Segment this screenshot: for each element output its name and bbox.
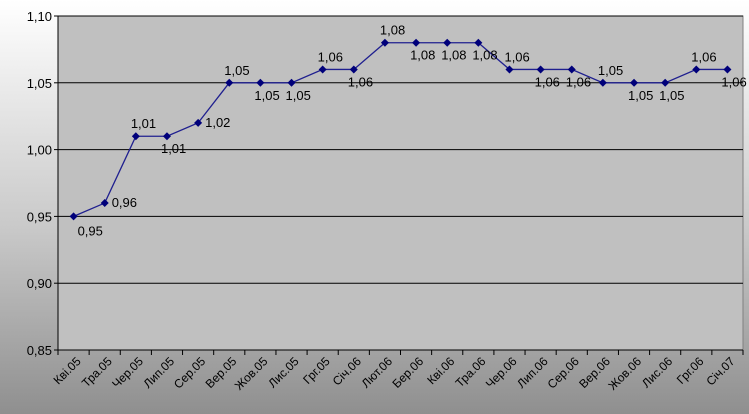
x-tick-label: Кві.06 bbox=[424, 354, 457, 387]
x-tick-label: Лис.05 bbox=[265, 354, 301, 390]
x-tick-label: Січ.06 bbox=[330, 354, 364, 388]
data-label: 0,96 bbox=[112, 195, 137, 210]
data-point bbox=[225, 78, 234, 87]
data-point bbox=[194, 118, 203, 127]
data-label: 0,95 bbox=[78, 223, 103, 238]
data-label: 1,06 bbox=[504, 49, 529, 64]
data-label: 1,05 bbox=[254, 88, 279, 103]
data-point bbox=[380, 38, 389, 47]
x-tick-label: Тра.06 bbox=[453, 354, 489, 390]
data-label: 1,05 bbox=[224, 63, 249, 78]
data-point bbox=[69, 212, 78, 221]
data-label: 1,01 bbox=[161, 141, 186, 156]
x-tick-label: Жов.05 bbox=[232, 354, 271, 393]
x-tick-label: Сер.05 bbox=[171, 354, 208, 391]
data-point bbox=[661, 78, 670, 87]
data-label: 1,08 bbox=[410, 48, 435, 63]
data-point bbox=[131, 132, 140, 141]
y-tick-label: 0,85 bbox=[27, 343, 52, 358]
x-tick-label: Бер.06 bbox=[389, 354, 426, 391]
x-tick-label: Лис.06 bbox=[639, 354, 675, 390]
data-label: 1,06 bbox=[535, 74, 560, 89]
data-point bbox=[598, 78, 607, 87]
x-tick-label: Сер.06 bbox=[545, 354, 582, 391]
y-tick-label: 1,10 bbox=[27, 9, 52, 24]
x-tick-label: Кві.05 bbox=[51, 354, 84, 387]
y-tick-label: 1,00 bbox=[27, 143, 52, 158]
data-label: 1,06 bbox=[721, 74, 746, 89]
x-tick-label: Лип.05 bbox=[140, 354, 177, 391]
x-tick-label: Грг.06 bbox=[674, 354, 707, 387]
x-tick-label: Чер.06 bbox=[483, 354, 520, 391]
data-label: 1,05 bbox=[628, 88, 653, 103]
x-tick-label: Січ.07 bbox=[703, 354, 737, 388]
data-label: 1,08 bbox=[472, 48, 497, 63]
x-tick-label: Тра.05 bbox=[79, 354, 115, 390]
data-label: 1,06 bbox=[348, 74, 373, 89]
data-point bbox=[412, 38, 421, 47]
data-label: 1,06 bbox=[318, 49, 343, 64]
plot-area bbox=[57, 15, 744, 351]
data-label: 1,01 bbox=[131, 116, 156, 131]
data-point bbox=[505, 65, 514, 74]
y-tick-label: 1,05 bbox=[27, 76, 52, 91]
data-point bbox=[443, 38, 452, 47]
x-tick-label: Жов.06 bbox=[605, 354, 644, 393]
data-label: 1,02 bbox=[205, 115, 230, 130]
data-label: 1,05 bbox=[598, 63, 623, 78]
x-tick-label: Лют.06 bbox=[359, 354, 396, 391]
data-label: 1,06 bbox=[566, 74, 591, 89]
data-label: 1,06 bbox=[691, 49, 716, 64]
data-point bbox=[723, 65, 732, 74]
x-tick-label: Грг.05 bbox=[300, 354, 333, 387]
data-label: 1,08 bbox=[441, 48, 466, 63]
data-point bbox=[318, 65, 327, 74]
data-label: 1,08 bbox=[380, 23, 405, 38]
data-point bbox=[349, 65, 358, 74]
data-point bbox=[567, 65, 576, 74]
data-point bbox=[256, 78, 265, 87]
data-point bbox=[287, 78, 296, 87]
data-point bbox=[162, 132, 171, 141]
x-tick-label: Лип.06 bbox=[514, 354, 551, 391]
data-point bbox=[474, 38, 483, 47]
data-label: 1,05 bbox=[286, 88, 311, 103]
y-tick-label: 0,95 bbox=[27, 209, 52, 224]
x-tick-label: Чер.05 bbox=[109, 354, 146, 391]
data-point bbox=[536, 65, 545, 74]
data-point bbox=[630, 78, 639, 87]
series-line bbox=[73, 42, 728, 217]
data-point bbox=[100, 199, 109, 208]
data-label: 1,05 bbox=[659, 88, 684, 103]
y-tick-label: 0,90 bbox=[27, 276, 52, 291]
data-point bbox=[692, 65, 701, 74]
